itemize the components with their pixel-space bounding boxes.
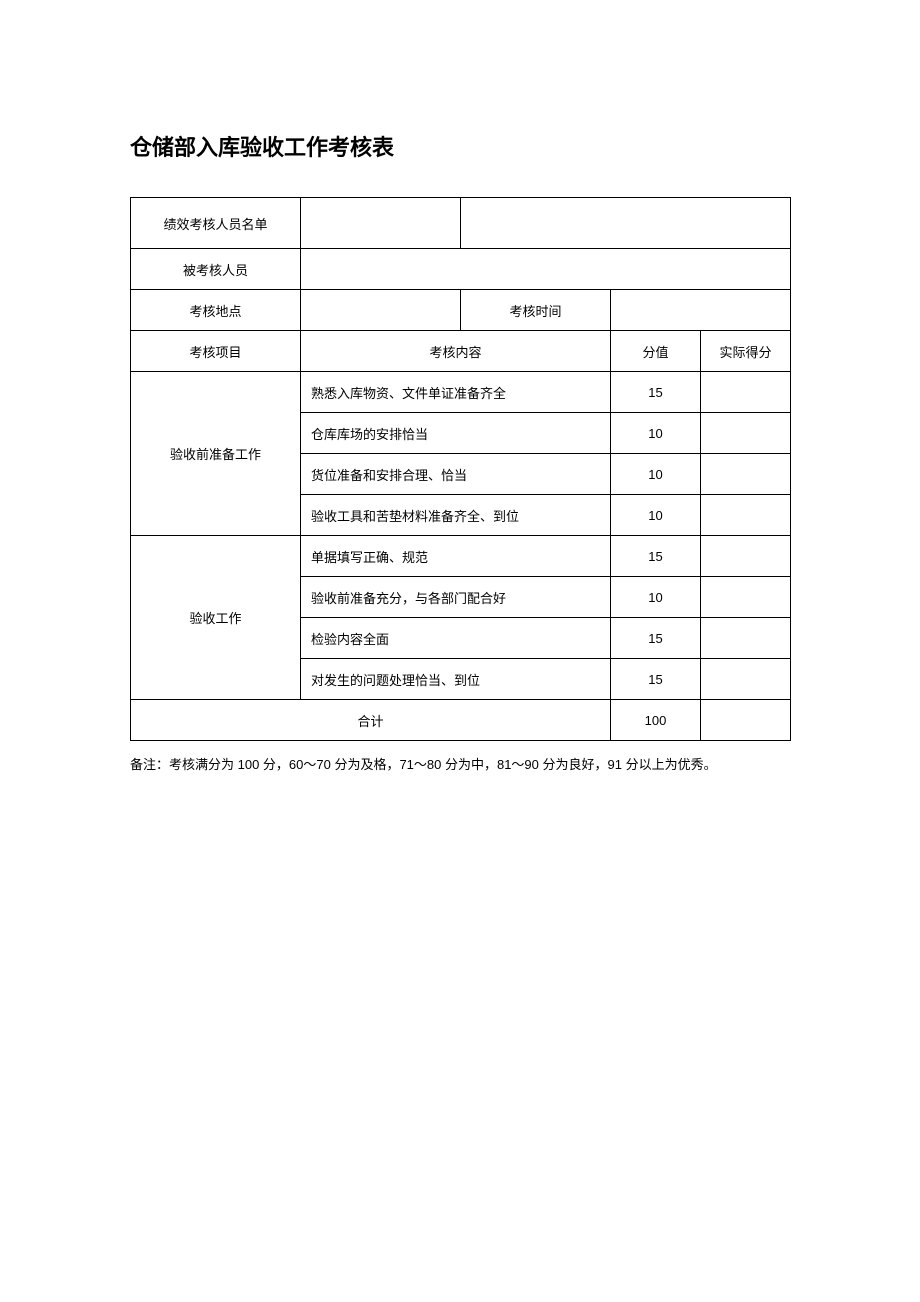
item-actual [701, 413, 791, 454]
section-label: 验收前准备工作 [131, 372, 301, 536]
header-project: 考核项目 [131, 331, 301, 372]
header-score: 分值 [611, 331, 701, 372]
item-actual [701, 536, 791, 577]
header-actual: 实际得分 [701, 331, 791, 372]
assessment-table: 绩效考核人员名单 被考核人员 考核地点 考核时间 考核项目 考核内容 分值 实际… [130, 197, 791, 741]
header-content: 考核内容 [301, 331, 611, 372]
item-actual [701, 577, 791, 618]
item-score: 10 [611, 454, 701, 495]
total-score: 100 [611, 700, 701, 741]
blank-cell [301, 249, 791, 290]
item-content: 单据填写正确、规范 [301, 536, 611, 577]
item-content: 熟悉入库物资、文件单证准备齐全 [301, 372, 611, 413]
item-score: 10 [611, 577, 701, 618]
item-content: 验收前准备充分，与各部门配合好 [301, 577, 611, 618]
item-actual [701, 659, 791, 700]
header-time: 考核时间 [461, 290, 611, 331]
item-score: 15 [611, 372, 701, 413]
item-content: 货位准备和安排合理、恰当 [301, 454, 611, 495]
table-row: 验收工作 单据填写正确、规范 15 [131, 536, 791, 577]
total-actual [701, 700, 791, 741]
page-title: 仓储部入库验收工作考核表 [130, 130, 790, 162]
item-actual [701, 495, 791, 536]
item-score: 15 [611, 536, 701, 577]
item-content: 检验内容全面 [301, 618, 611, 659]
table-row: 被考核人员 [131, 249, 791, 290]
total-label: 合计 [131, 700, 611, 741]
blank-cell [461, 198, 791, 249]
item-actual [701, 454, 791, 495]
blank-cell [301, 198, 461, 249]
table-row: 验收前准备工作 熟悉入库物资、文件单证准备齐全 15 [131, 372, 791, 413]
table-row: 考核项目 考核内容 分值 实际得分 [131, 331, 791, 372]
table-row: 考核地点 考核时间 [131, 290, 791, 331]
footnote: 备注：考核满分为 100 分，60～70 分为及格，71～80 分为中，81～9… [130, 755, 790, 775]
header-location: 考核地点 [131, 290, 301, 331]
item-content: 验收工具和苦垫材料准备齐全、到位 [301, 495, 611, 536]
item-score: 15 [611, 659, 701, 700]
blank-cell [301, 290, 461, 331]
item-score: 10 [611, 495, 701, 536]
table-row: 绩效考核人员名单 [131, 198, 791, 249]
blank-cell [611, 290, 791, 331]
header-assessor-list: 绩效考核人员名单 [131, 198, 301, 249]
item-actual [701, 372, 791, 413]
header-assessee: 被考核人员 [131, 249, 301, 290]
item-actual [701, 618, 791, 659]
section-label: 验收工作 [131, 536, 301, 700]
item-score: 15 [611, 618, 701, 659]
item-content: 仓库库场的安排恰当 [301, 413, 611, 454]
table-row: 合计 100 [131, 700, 791, 741]
item-score: 10 [611, 413, 701, 454]
item-content: 对发生的问题处理恰当、到位 [301, 659, 611, 700]
